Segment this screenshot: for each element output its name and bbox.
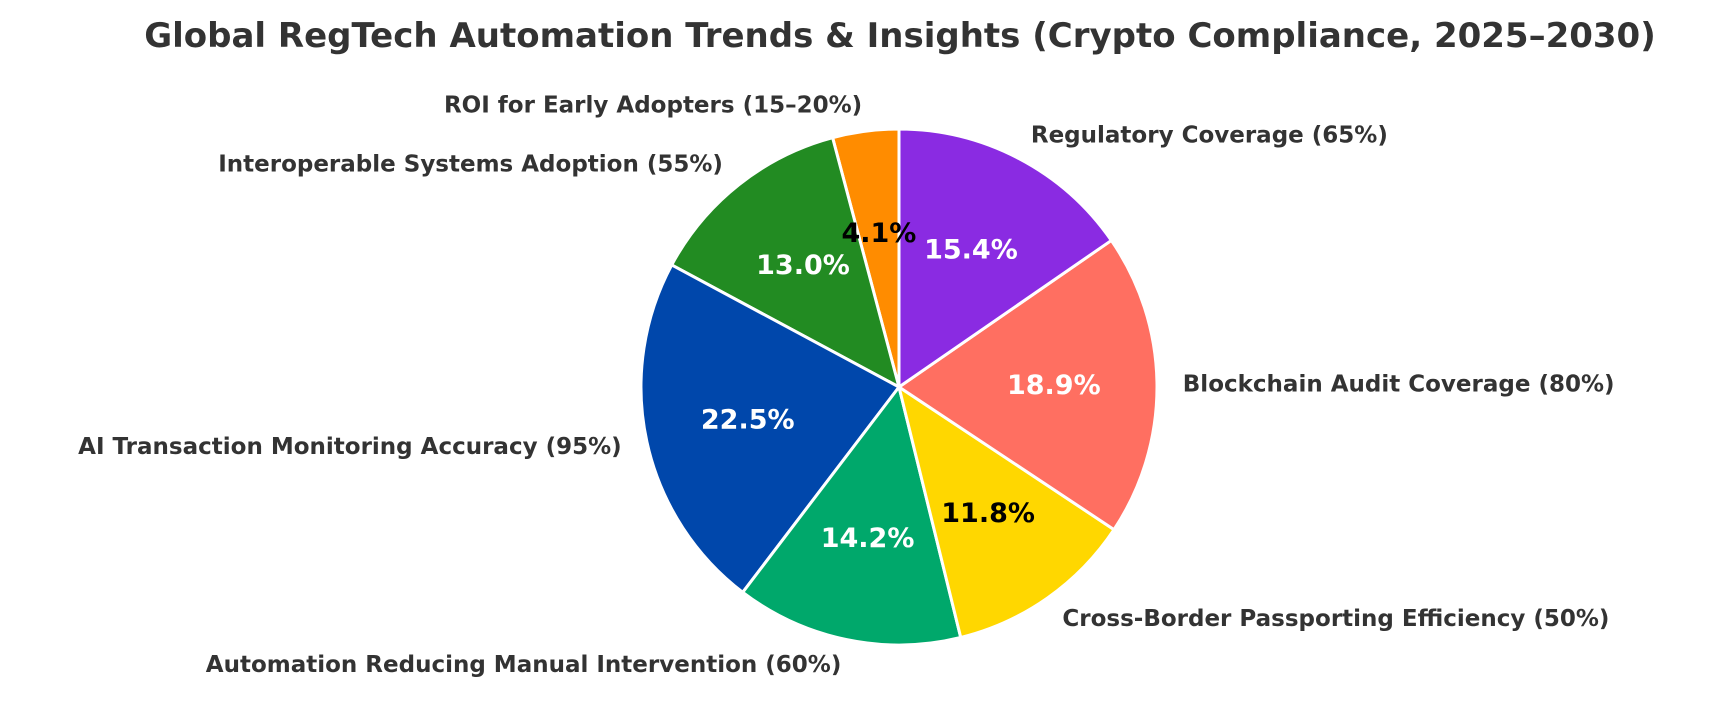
slice-label-4: Cross-Border Passporting Efficiency (50%… <box>1062 606 1609 632</box>
chart-title: Global RegTech Automation Trends & Insig… <box>144 16 1656 56</box>
percent-label-0: 4.1% <box>841 218 916 249</box>
pie-slice-6 <box>897 127 1113 389</box>
percent-label-1: 13.0% <box>756 250 850 281</box>
slice-label-2: AI Transaction Monitoring Accuracy (95%) <box>78 434 622 460</box>
pie-slice-1 <box>670 136 901 389</box>
percent-label-6: 15.4% <box>924 234 1018 265</box>
percent-labels: 4.1%13.0% 22.5% 14.2% 11.8% 18.9% 15.4% <box>701 218 1101 554</box>
pie-slices <box>639 127 1159 647</box>
pie-slice-4 <box>897 385 1116 640</box>
pie-slice-3 <box>741 385 963 647</box>
slice-label-5: Blockchain Audit Coverage (80%) <box>1183 371 1615 397</box>
percent-label-2: 22.5% <box>701 404 795 435</box>
slice-label-1: Interoperable Systems Adoption (55%) <box>218 151 723 177</box>
slice-label-6: Regulatory Coverage (65%) <box>1031 123 1388 149</box>
pie-slice-5 <box>897 238 1159 532</box>
pie-slice-2 <box>639 263 901 594</box>
percent-label-4: 11.8% <box>941 498 1035 529</box>
slice-labels: ROI for Early Adopters (15–20%) Interoper… <box>78 93 1614 678</box>
slice-label-0: ROI for Early Adopters (15–20%) <box>444 93 862 119</box>
slice-label-3: Automation Reducing Manual Intervention … <box>206 652 842 678</box>
percent-label-3: 14.2% <box>821 523 915 554</box>
percent-label-5: 18.9% <box>1007 370 1101 401</box>
